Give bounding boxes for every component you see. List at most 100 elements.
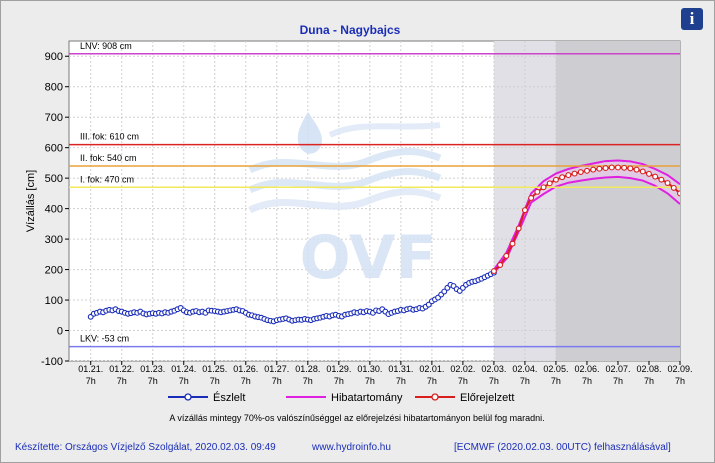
y-tick-label: -100 bbox=[41, 356, 63, 368]
x-tick-label: 01.24. bbox=[171, 364, 196, 374]
x-tick-label: 01.28. bbox=[295, 364, 320, 374]
reference-line-label: LKV: -53 cm bbox=[80, 334, 129, 344]
chart-title: Duna - Nagybajcs bbox=[300, 23, 401, 37]
x-tick-label: 02.04. bbox=[512, 364, 537, 374]
legend-label-eszlelt: Észlelt bbox=[213, 391, 245, 404]
probability-note: A vízállás mintegy 70%-os valószínűségge… bbox=[169, 413, 544, 423]
x-tick-label-hour: 7h bbox=[179, 376, 189, 386]
y-tick-label: 500 bbox=[45, 173, 63, 185]
x-tick-label: 02.08. bbox=[636, 364, 661, 374]
x-tick-label: 01.23. bbox=[140, 364, 165, 374]
x-tick-label: 02.09. bbox=[667, 364, 692, 374]
reference-line-label: LNV: 908 cm bbox=[80, 41, 132, 51]
data-point bbox=[608, 164, 615, 171]
x-tick-label-hour: 7h bbox=[427, 376, 437, 386]
x-tick-label-hour: 7h bbox=[396, 376, 406, 386]
data-point bbox=[664, 180, 671, 186]
data-point bbox=[639, 168, 646, 175]
data-point bbox=[590, 166, 597, 173]
x-tick-label: 02.07. bbox=[605, 364, 630, 374]
watermark-text: OVF bbox=[300, 223, 437, 293]
reference-line-label: I. fok: 470 cm bbox=[80, 174, 134, 184]
x-tick-label: 01.31. bbox=[388, 364, 413, 374]
data-point bbox=[509, 240, 516, 247]
x-tick-label: 01.29. bbox=[326, 364, 351, 374]
x-tick-label: 02.05. bbox=[543, 364, 568, 374]
data-point bbox=[540, 184, 547, 191]
footer-author: Készítette: Országos Vízjelző Szolgálat,… bbox=[15, 442, 276, 453]
x-tick-label: 02.06. bbox=[574, 364, 599, 374]
x-tick-label-hour: 7h bbox=[675, 376, 685, 386]
data-point bbox=[546, 180, 553, 187]
x-tick-label-hour: 7h bbox=[582, 376, 592, 386]
x-tick-label-hour: 7h bbox=[241, 376, 251, 386]
x-tick-label-hour: 7h bbox=[365, 376, 375, 386]
x-tick-label-hour: 7h bbox=[644, 376, 654, 386]
y-tick-label: 0 bbox=[57, 326, 63, 338]
ovf-watermark-logo: OVF bbox=[248, 112, 442, 293]
data-point bbox=[521, 207, 528, 214]
y-tick-label: 800 bbox=[45, 82, 63, 94]
y-tick-label: 400 bbox=[45, 204, 63, 216]
info-icon[interactable]: i bbox=[681, 8, 703, 30]
data-point bbox=[652, 173, 659, 180]
legend-item-eszlelt: Észlelt bbox=[168, 391, 245, 404]
data-point bbox=[528, 195, 535, 201]
data-point bbox=[490, 268, 497, 275]
x-tick-label: 01.25. bbox=[202, 364, 227, 374]
footer-model: [ECMWF (2020.02.03. 00UTC) felhasználásá… bbox=[454, 442, 671, 453]
x-tick-label: 01.22. bbox=[109, 364, 134, 374]
x-tick-label-hour: 7h bbox=[520, 376, 530, 386]
reference-line-label: III. fok: 610 cm bbox=[80, 132, 139, 142]
x-tick-label: 02.01. bbox=[419, 364, 444, 374]
data-point bbox=[559, 174, 566, 181]
x-tick-label-hour: 7h bbox=[148, 376, 158, 386]
data-point bbox=[677, 190, 680, 197]
y-tick-label: 600 bbox=[45, 143, 63, 155]
y-tick-label: 200 bbox=[45, 265, 63, 277]
reference-line-label: II. fok: 540 cm bbox=[80, 153, 137, 163]
legend: Észlelt Hibatartomány Előrejelzett bbox=[168, 391, 514, 404]
y-tick-label: 900 bbox=[45, 51, 63, 63]
data-point bbox=[497, 262, 504, 268]
x-tick-label-hour: 7h bbox=[334, 376, 344, 386]
error-band-lower bbox=[493, 175, 680, 274]
y-tick-label: 300 bbox=[45, 234, 63, 246]
data-point bbox=[534, 188, 541, 195]
data-point bbox=[615, 164, 621, 171]
x-tick-label: 02.02. bbox=[450, 364, 475, 374]
x-tick-label-hour: 7h bbox=[117, 376, 127, 386]
data-point bbox=[503, 252, 510, 259]
data-point bbox=[571, 170, 578, 177]
data-point bbox=[658, 176, 665, 183]
data-point bbox=[646, 170, 652, 177]
x-tick-label-hour: 7h bbox=[458, 376, 468, 386]
x-tick-label-hour: 7h bbox=[272, 376, 282, 386]
x-tick-label-hour: 7h bbox=[86, 376, 96, 386]
x-tick-label: 01.21. bbox=[78, 364, 103, 374]
data-point bbox=[515, 225, 522, 232]
legend-item-elorejelzett: Előrejelzett bbox=[415, 392, 514, 404]
data-point bbox=[584, 167, 590, 174]
y-tick-label: 100 bbox=[45, 295, 63, 307]
data-point bbox=[577, 169, 584, 175]
y-axis-label: Vízállás [cm] bbox=[25, 170, 37, 232]
y-tick-label: 700 bbox=[45, 112, 63, 124]
legend-label-hibatartomany: Hibatartomány bbox=[331, 392, 403, 404]
x-tick-label-hour: 7h bbox=[303, 376, 313, 386]
x-tick-label-hour: 7h bbox=[489, 376, 499, 386]
x-tick-label-hour: 7h bbox=[613, 376, 623, 386]
data-point bbox=[627, 165, 634, 172]
x-tick-label: 01.26. bbox=[233, 364, 258, 374]
data-point bbox=[621, 164, 628, 171]
data-point bbox=[670, 184, 677, 191]
x-tick-label-hour: 7h bbox=[551, 376, 561, 386]
x-tick-label: 01.27. bbox=[264, 364, 289, 374]
x-tick-label-hour: 7h bbox=[210, 376, 220, 386]
data-point bbox=[602, 165, 609, 172]
footer-website-link[interactable]: www.hydroinfo.hu bbox=[311, 442, 391, 453]
legend-label-elorejelzett: Előrejelzett bbox=[460, 392, 514, 404]
data-point bbox=[552, 176, 559, 183]
data-point bbox=[633, 166, 640, 173]
